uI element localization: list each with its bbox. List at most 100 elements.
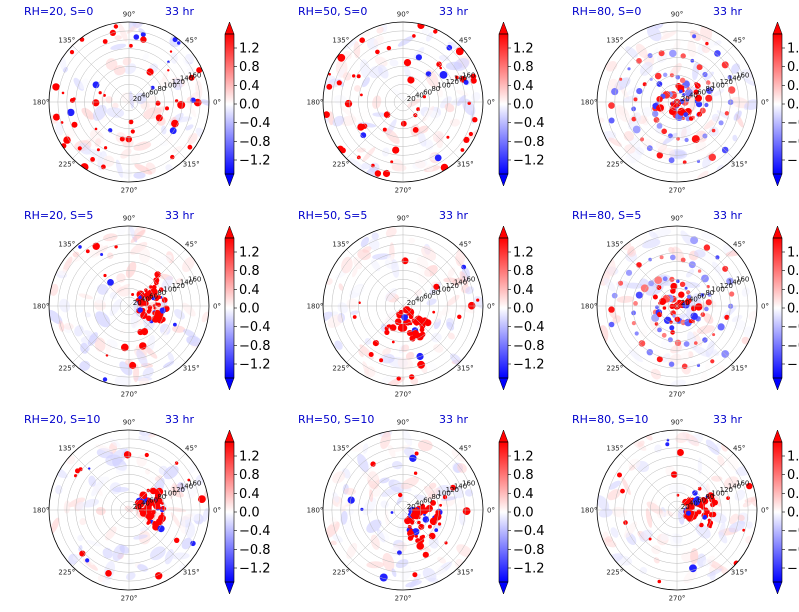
colorbar-tick-label: 1.2 [513,42,534,57]
convective-cell [138,299,146,307]
panel-title-left: RH=80, S=5 [572,209,641,222]
field-patch [421,246,437,261]
field-patch [79,78,89,90]
panel-title-left: RH=50, S=5 [298,209,367,222]
radial-tick-label: 20 [407,299,416,307]
convective-cell [692,34,697,39]
angle-tick-label: 180° [581,99,598,107]
field-patch [718,522,726,538]
convective-cell [439,71,448,79]
convective-cell [102,377,108,382]
field-patch [417,439,433,452]
convective-cell [455,75,459,80]
convective-cell [154,524,158,528]
convective-cell [446,135,450,139]
colorbar-tick-label: −1.2 [787,358,799,373]
angle-tick-label: 270° [669,391,686,399]
convective-cell [328,72,331,76]
grid-spoke [676,249,734,307]
convective-cell [401,325,408,331]
radial-tick-label: 140 [180,75,193,83]
field-patch [122,169,132,179]
colorbar-tick-label: 0.8 [513,468,534,483]
field-patch [324,99,334,112]
field-patch [82,498,99,508]
convective-cell [92,242,100,250]
angle-tick-label: 135° [332,36,349,44]
field-patch [72,251,80,258]
radial-tick-label: 140 [728,279,741,287]
field-patch [456,94,466,106]
field-patch [660,532,670,542]
convective-cell [742,528,746,532]
field-patch [669,379,686,386]
angle-tick-label: 90° [123,11,135,19]
field-patch [94,138,101,147]
colorbar-tick-label: 0.4 [513,283,534,298]
convective-cell [608,102,615,109]
convective-cell [383,111,391,118]
field-patch [651,545,661,555]
field-patch [181,513,193,521]
colorbar-tick-label: 0.4 [513,487,534,502]
colorbar-tick-label: 0.0 [239,98,260,113]
grid-spoke [128,249,186,307]
angle-tick-label: 270° [121,187,138,195]
field-patch [114,35,122,41]
convective-cell [618,280,624,286]
polar-grid [323,430,483,590]
field-patch [741,336,750,345]
convective-cell [681,363,688,370]
convective-cell [696,101,703,108]
field-patch [145,467,151,475]
angle-tick-label: 135° [332,240,349,248]
convective-cell [149,285,153,289]
field-patch [741,287,750,297]
field-patch [417,130,427,147]
field-patch [114,375,132,386]
convective-cell [419,327,425,333]
colorbar-extend-max [498,429,509,443]
colorbar-tick-label: 1.2 [513,450,534,465]
panel-title-right: 33 hr [165,5,194,18]
grid-spoke [346,305,404,363]
field-patch [378,64,389,79]
convective-cell [695,303,703,311]
convective-cell [674,316,681,322]
field-patch [384,287,397,302]
field-patch [202,507,209,522]
anomaly-field [597,431,757,584]
convective-cell [368,352,374,357]
convective-cell [659,255,664,260]
angle-tick-label: 270° [395,187,412,195]
field-patch [364,366,376,378]
field-patch [133,141,152,151]
convective-cell [409,454,417,462]
radial-tick-label: 140 [180,483,193,491]
field-patch [705,361,711,370]
convective-cell [656,81,663,87]
radial-tick-label: 140 [454,483,467,491]
field-patch [115,159,124,178]
convective-cell [352,74,356,78]
angle-tick-label: 45° [185,36,197,44]
convective-cell [608,321,615,328]
convective-cell [631,321,637,326]
radial-tick-label: 40 [141,296,150,304]
grid-spoke [72,453,130,511]
field-patch [182,256,195,273]
panel-grid: RH=20, S=0 33 hr 0° 45° 90° 135° 180° 225° 270° 3… [24,5,799,603]
convective-cell [165,106,169,111]
field-patch [75,501,86,511]
field-patch [416,256,429,270]
field-patch [382,347,392,356]
convective-cell [187,478,191,482]
angle-tick-label: 225° [606,365,623,373]
convective-cell [157,295,161,300]
field-patch [640,61,653,76]
colorbar-extend-min [772,581,783,595]
convective-cell [104,146,108,150]
convective-cell [416,333,424,341]
convective-cell [146,68,154,76]
convective-cell [94,127,98,131]
